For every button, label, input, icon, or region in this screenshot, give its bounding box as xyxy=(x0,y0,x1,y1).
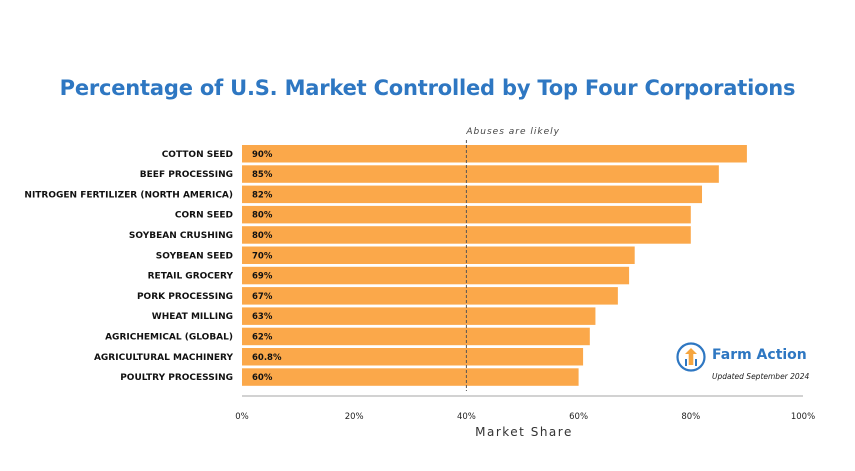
bar xyxy=(242,246,635,264)
category-label: NITROGEN FERTILIZER (NORTH AMERICA) xyxy=(24,190,233,200)
value-label: 90% xyxy=(252,150,273,160)
bars-layer: COTTON SEED 90% BEEF PROCESSING 85% NITROGEN… xyxy=(24,145,747,386)
category-label: SOYBEAN SEED xyxy=(156,251,233,261)
chart-title: Percentage of U.S. Market Controlled by … xyxy=(59,76,796,100)
category-label: BEEF PROCESSING xyxy=(140,170,233,180)
x-tick-label: 80% xyxy=(681,412,700,422)
value-label: 63% xyxy=(252,312,273,322)
x-tick-label: 60% xyxy=(569,412,588,422)
bar xyxy=(242,266,630,285)
category-label: PORK PROCESSING xyxy=(137,292,233,302)
value-label: 67% xyxy=(252,292,273,302)
bar xyxy=(242,185,703,204)
brand-name: Farm Action xyxy=(712,347,807,363)
x-tick-label: 100% xyxy=(791,412,815,422)
value-label: 69% xyxy=(252,272,273,282)
bar xyxy=(242,165,719,183)
x-tick-label: 0% xyxy=(235,412,249,422)
value-label: 62% xyxy=(252,332,273,342)
value-label: 60.8% xyxy=(252,353,282,363)
bar xyxy=(242,226,691,244)
x-axis: 0% 20% 40% 60% 80% 100% xyxy=(235,395,815,422)
value-label: 85% xyxy=(252,170,273,180)
x-axis-title: Market Share xyxy=(475,425,573,439)
bar xyxy=(242,368,579,386)
value-label: 80% xyxy=(252,211,273,221)
value-label: 70% xyxy=(252,251,273,261)
category-label: AGRICHEMICAL (GLOBAL) xyxy=(105,332,233,342)
bar xyxy=(242,145,747,163)
category-label: SOYBEAN CRUSHING xyxy=(129,231,233,241)
farm-action-logo-icon xyxy=(676,342,706,372)
bar xyxy=(242,348,584,366)
x-tick-label: 40% xyxy=(457,412,476,422)
value-label: 80% xyxy=(252,231,273,241)
reference-line-label: Abuses are likely xyxy=(465,127,560,137)
reference-line-layer: Abuses are likely xyxy=(465,127,560,391)
category-label: RETAIL GROCERY xyxy=(148,272,234,282)
bar xyxy=(242,205,691,224)
category-label: WHEAT MILLING xyxy=(152,312,233,322)
bar xyxy=(242,307,596,325)
bar xyxy=(242,287,618,305)
category-label: CORN SEED xyxy=(175,211,233,221)
bar xyxy=(242,327,590,346)
brand-updated-date: Updated September 2024 xyxy=(712,372,810,381)
brand-block: Farm Action Updated September 2024 xyxy=(676,342,826,386)
x-tick-label: 20% xyxy=(345,412,364,422)
category-label: POULTRY PROCESSING xyxy=(120,373,233,383)
value-label: 60% xyxy=(252,373,273,383)
value-label: 82% xyxy=(252,190,273,200)
category-label: COTTON SEED xyxy=(162,150,233,160)
category-label: AGRICULTURAL MACHINERY xyxy=(94,353,234,363)
